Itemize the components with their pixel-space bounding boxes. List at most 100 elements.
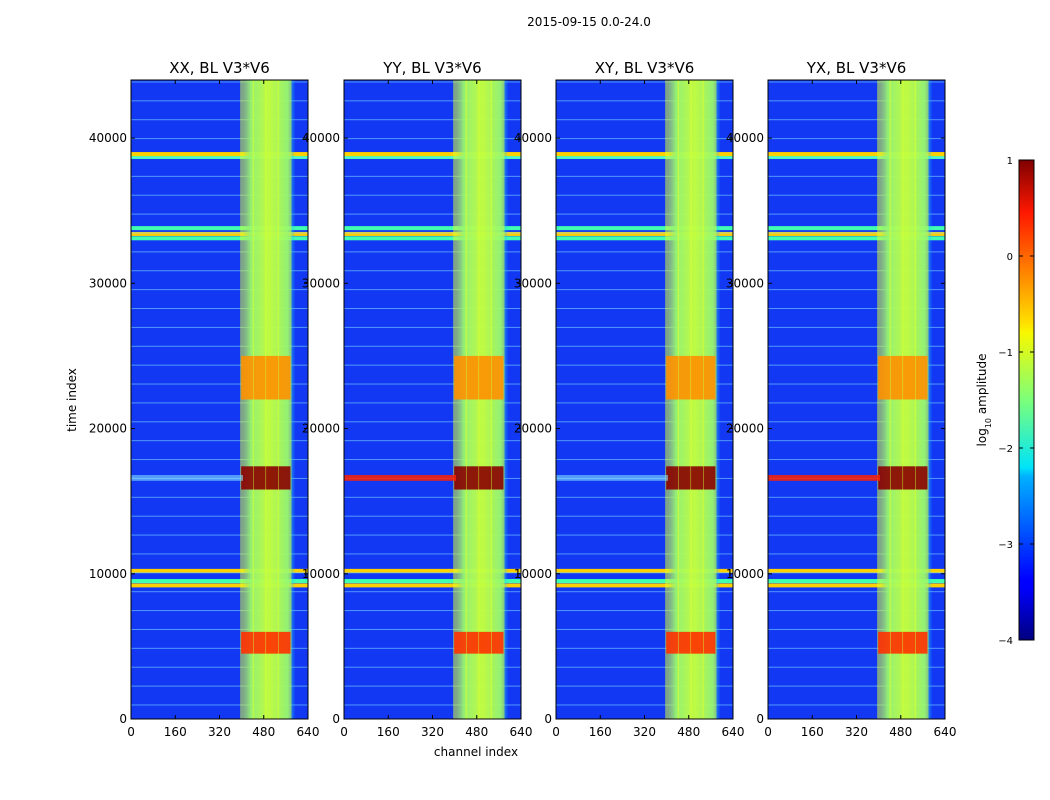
flag-line xyxy=(131,156,308,158)
flag-line xyxy=(556,591,733,593)
flag-line xyxy=(556,194,733,196)
y-tick-label: 40000 xyxy=(302,131,340,145)
bright-block xyxy=(678,631,691,654)
bright-block xyxy=(278,631,291,654)
bright-block xyxy=(241,355,254,400)
flag-line xyxy=(768,364,945,366)
flag-line xyxy=(344,270,521,272)
bright-block xyxy=(890,355,903,400)
flag-line xyxy=(768,232,945,234)
colorbar-label: log10 amplitude xyxy=(975,354,993,447)
x-tick-label: 480 xyxy=(465,725,488,739)
rfi-streak xyxy=(556,475,669,481)
flag-line xyxy=(344,666,521,668)
flag-line xyxy=(344,421,521,423)
bright-block xyxy=(878,355,891,400)
flag-line xyxy=(344,364,521,366)
bright-block xyxy=(266,631,279,654)
flag-line xyxy=(556,383,733,385)
x-tick-label: 640 xyxy=(297,725,320,739)
flag-line xyxy=(768,704,945,706)
colorbar-scale xyxy=(1018,159,1035,641)
panel-xy: XY, BL V3*V6 0 160 320 480 640 0 10000 20000 3000… xyxy=(514,59,745,739)
flag-line xyxy=(556,232,733,234)
flag-line xyxy=(344,156,521,158)
flag-line xyxy=(131,270,308,272)
bright-block xyxy=(491,466,504,490)
x-tick-label: 640 xyxy=(934,725,957,739)
flag-line xyxy=(131,308,308,310)
y-tick-label: 20000 xyxy=(89,422,127,436)
x-tick-label: 320 xyxy=(421,725,444,739)
flag-line xyxy=(344,610,521,612)
rfi-row xyxy=(768,579,945,584)
y-axis-label: time index xyxy=(65,368,79,432)
flag-line xyxy=(768,496,945,498)
bright-block xyxy=(479,355,492,400)
flag-line xyxy=(768,610,945,612)
flag-line xyxy=(768,515,945,517)
flag-line xyxy=(556,553,733,555)
rfi-row xyxy=(344,568,521,573)
flag-line xyxy=(556,515,733,517)
flag-line xyxy=(131,194,308,196)
flag-line xyxy=(556,326,733,328)
bright-block xyxy=(903,631,916,654)
flag-line xyxy=(344,326,521,328)
rfi-row xyxy=(768,226,945,231)
flag-line xyxy=(131,383,308,385)
bright-block xyxy=(266,355,279,400)
bright-block xyxy=(466,631,479,654)
flag-line xyxy=(344,383,521,385)
flag-line xyxy=(768,628,945,630)
flag-line xyxy=(556,496,733,498)
flag-line xyxy=(768,440,945,442)
flag-line xyxy=(768,194,945,196)
y-tick-label: 20000 xyxy=(726,422,764,436)
rfi-row xyxy=(131,231,308,236)
flag-line xyxy=(556,647,733,649)
flag-line xyxy=(556,364,733,366)
panel-yx: YX, BL V3*V6 0 160 320 480 640 0 10000 20000 3000… xyxy=(726,59,957,739)
figure-title: 2015-09-15 0.0-24.0 xyxy=(527,15,651,29)
flag-line xyxy=(556,402,733,404)
x-tick-label: 320 xyxy=(633,725,656,739)
flag-line xyxy=(768,251,945,253)
bright-block xyxy=(890,466,903,490)
rfi-row xyxy=(768,236,945,241)
flag-line xyxy=(131,628,308,630)
colorbar-tick-label: 1 xyxy=(1007,156,1013,167)
x-tick-label: 0 xyxy=(764,725,772,739)
flag-line xyxy=(131,553,308,555)
y-tick-label: 0 xyxy=(544,712,552,726)
bright-block xyxy=(691,355,704,400)
y-tick-label: 20000 xyxy=(302,422,340,436)
flag-line xyxy=(344,459,521,461)
flag-line xyxy=(556,610,733,612)
flag-line xyxy=(344,591,521,593)
colorbar-tick-label: −1 xyxy=(998,348,1013,359)
bright-block xyxy=(479,631,492,654)
bright-block xyxy=(903,355,916,400)
flag-line xyxy=(344,440,521,442)
flag-line xyxy=(131,685,308,687)
panel-title: YY, BL V3*V6 xyxy=(382,59,481,77)
panel-title: XX, BL V3*V6 xyxy=(169,59,270,77)
flag-line xyxy=(344,572,521,574)
flag-line xyxy=(131,364,308,366)
rfi-row xyxy=(556,236,733,241)
flag-line xyxy=(768,666,945,668)
x-tick-label: 320 xyxy=(845,725,868,739)
flag-line xyxy=(131,402,308,404)
x-axis-label: channel index xyxy=(434,745,518,759)
rfi-row xyxy=(344,579,521,584)
flag-line xyxy=(131,591,308,593)
x-tick-label: 480 xyxy=(677,725,700,739)
bright-block xyxy=(890,631,903,654)
flag-line xyxy=(556,440,733,442)
x-tick-label: 640 xyxy=(722,725,745,739)
rfi-row xyxy=(131,152,308,157)
rfi-row xyxy=(556,579,733,584)
rfi-row xyxy=(344,152,521,157)
